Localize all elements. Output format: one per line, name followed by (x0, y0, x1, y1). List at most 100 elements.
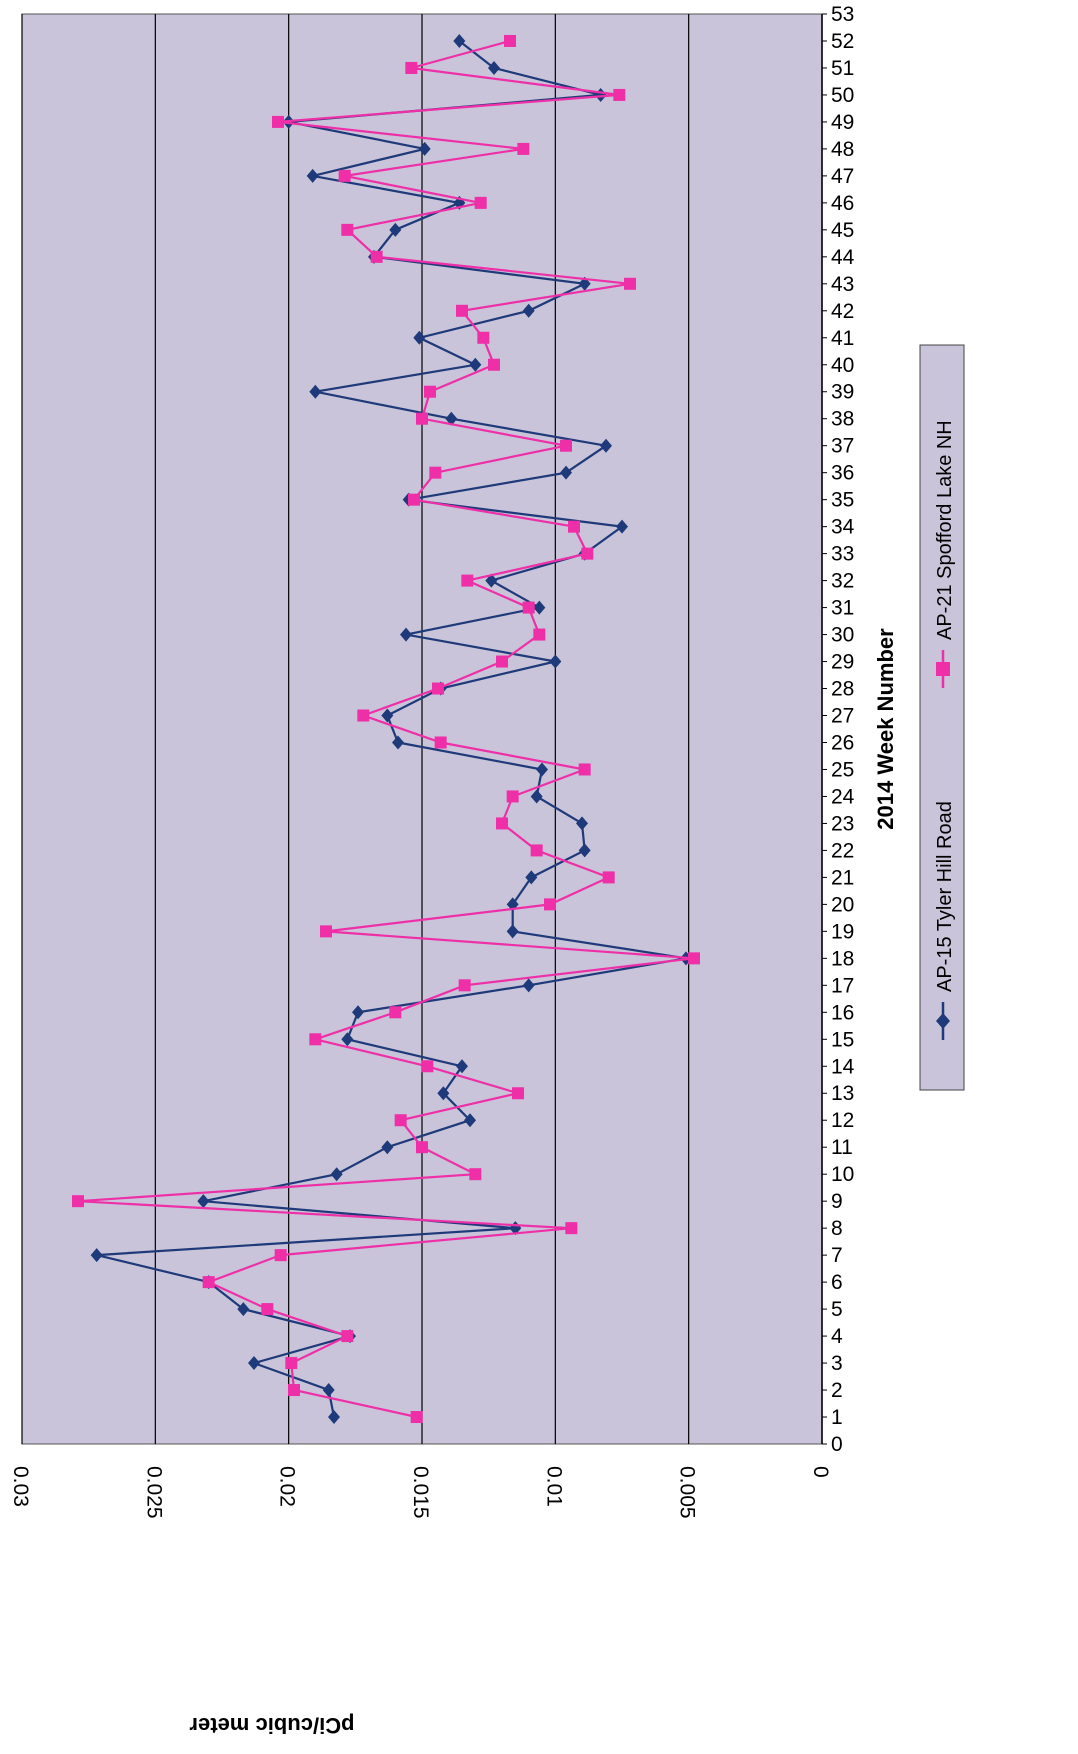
week-tick-label: 47 (831, 165, 854, 188)
data-point (272, 116, 284, 128)
data-point (341, 1330, 353, 1342)
data-point (275, 1249, 287, 1261)
week-tick-label: 1 (831, 1406, 843, 1429)
week-tick-label: 27 (831, 705, 854, 728)
data-point (389, 1006, 401, 1018)
data-point (688, 952, 700, 964)
data-point (488, 359, 500, 371)
week-tick-label: 19 (831, 920, 854, 943)
data-point (459, 979, 471, 991)
legend: AP-15 Tyler Hill Road AP-21 Spofford Lake… (920, 345, 964, 1090)
value-tick-label: 0.01 (542, 1466, 565, 1507)
data-point (496, 656, 508, 668)
week-tick-label: 40 (831, 354, 854, 377)
week-tick-label: 46 (831, 192, 854, 215)
data-point (469, 1168, 481, 1180)
data-point (408, 494, 420, 506)
week-tick-label: 37 (831, 435, 854, 458)
data-point (395, 1114, 407, 1126)
data-point (560, 440, 572, 452)
week-tick-label: 34 (831, 516, 855, 539)
week-tick-label: 4 (831, 1325, 843, 1348)
value-tick-labels: 0 0.005 0.01 0.015 0.02 0.025 0.03 (9, 1466, 832, 1519)
data-point (432, 683, 444, 695)
data-point (405, 62, 417, 74)
data-point (613, 89, 625, 101)
week-tick-label: 36 (831, 462, 854, 485)
week-tick-label: 48 (831, 138, 854, 161)
week-tick-label: 45 (831, 219, 854, 242)
data-point (429, 467, 441, 479)
week-tick-label: 32 (831, 570, 854, 593)
data-point (320, 925, 332, 937)
week-tick-label: 11 (831, 1136, 853, 1159)
week-tick-label: 16 (831, 1001, 854, 1024)
week-tick-label: 35 (831, 489, 854, 512)
data-point (424, 386, 436, 398)
value-tick-label: 0.03 (9, 1466, 32, 1507)
data-point (288, 1384, 300, 1396)
week-tick-label: 15 (831, 1028, 854, 1051)
data-point (579, 763, 591, 775)
week-tick-label: 2 (831, 1379, 843, 1402)
week-tick-label: 17 (831, 974, 854, 997)
week-tick-label: 18 (831, 947, 854, 970)
week-tick-label: 7 (831, 1244, 843, 1267)
week-tick-label: 52 (831, 30, 854, 53)
week-tick-label: 14 (831, 1055, 855, 1078)
data-point (203, 1276, 215, 1288)
week-tick-label: 42 (831, 300, 854, 323)
week-tick-label: 10 (831, 1163, 854, 1186)
data-point (421, 1060, 433, 1072)
data-point (531, 844, 543, 856)
value-tick-label: 0 (809, 1466, 832, 1478)
data-point (504, 35, 516, 47)
week-tick-label: 28 (831, 678, 854, 701)
week-tick-label: 44 (831, 246, 855, 269)
data-point (507, 790, 519, 802)
x-axis-title: 2014 Week Number (873, 628, 898, 830)
data-point (496, 817, 508, 829)
week-tick-label: 29 (831, 651, 854, 674)
data-point (339, 170, 351, 182)
data-point (309, 1033, 321, 1045)
data-point (285, 1357, 297, 1369)
week-tick-label: 53 (831, 3, 854, 26)
data-point (435, 736, 447, 748)
data-point (544, 898, 556, 910)
week-tick-label: 24 (831, 785, 855, 808)
legend-label: AP-15 Tyler Hill Road (934, 801, 956, 992)
week-tick-label: 20 (831, 893, 854, 916)
value-tick-label: 0.005 (676, 1466, 699, 1519)
data-point (456, 305, 468, 317)
data-point (261, 1303, 273, 1315)
data-point (341, 224, 353, 236)
legend-swatch-marker (936, 662, 950, 676)
week-tick-label: 0 (831, 1433, 843, 1456)
week-tick-label: 23 (831, 812, 854, 835)
value-tick-label: 0.02 (276, 1466, 299, 1507)
data-point (371, 251, 383, 263)
data-point (581, 548, 593, 560)
week-tick-label: 13 (831, 1082, 854, 1105)
week-tick-label: 41 (831, 327, 854, 350)
value-tick-label: 0.025 (142, 1466, 165, 1519)
value-tick-label: 0.015 (409, 1466, 432, 1519)
week-tick-label: 25 (831, 758, 854, 781)
data-point (533, 629, 545, 641)
data-point (416, 1141, 428, 1153)
data-point (461, 575, 473, 587)
data-point (475, 197, 487, 209)
data-point (603, 871, 615, 883)
week-tick-label: 49 (831, 111, 854, 134)
week-tick-label: 9 (831, 1190, 843, 1213)
week-tick-label: 43 (831, 273, 854, 296)
week-tick-label: 5 (831, 1298, 843, 1321)
week-tick-label: 30 (831, 624, 854, 647)
data-point (357, 710, 369, 722)
data-point (411, 1411, 423, 1423)
week-tick-label: 22 (831, 839, 854, 862)
week-tick-label: 26 (831, 731, 854, 754)
week-tick-label: 12 (831, 1109, 854, 1132)
